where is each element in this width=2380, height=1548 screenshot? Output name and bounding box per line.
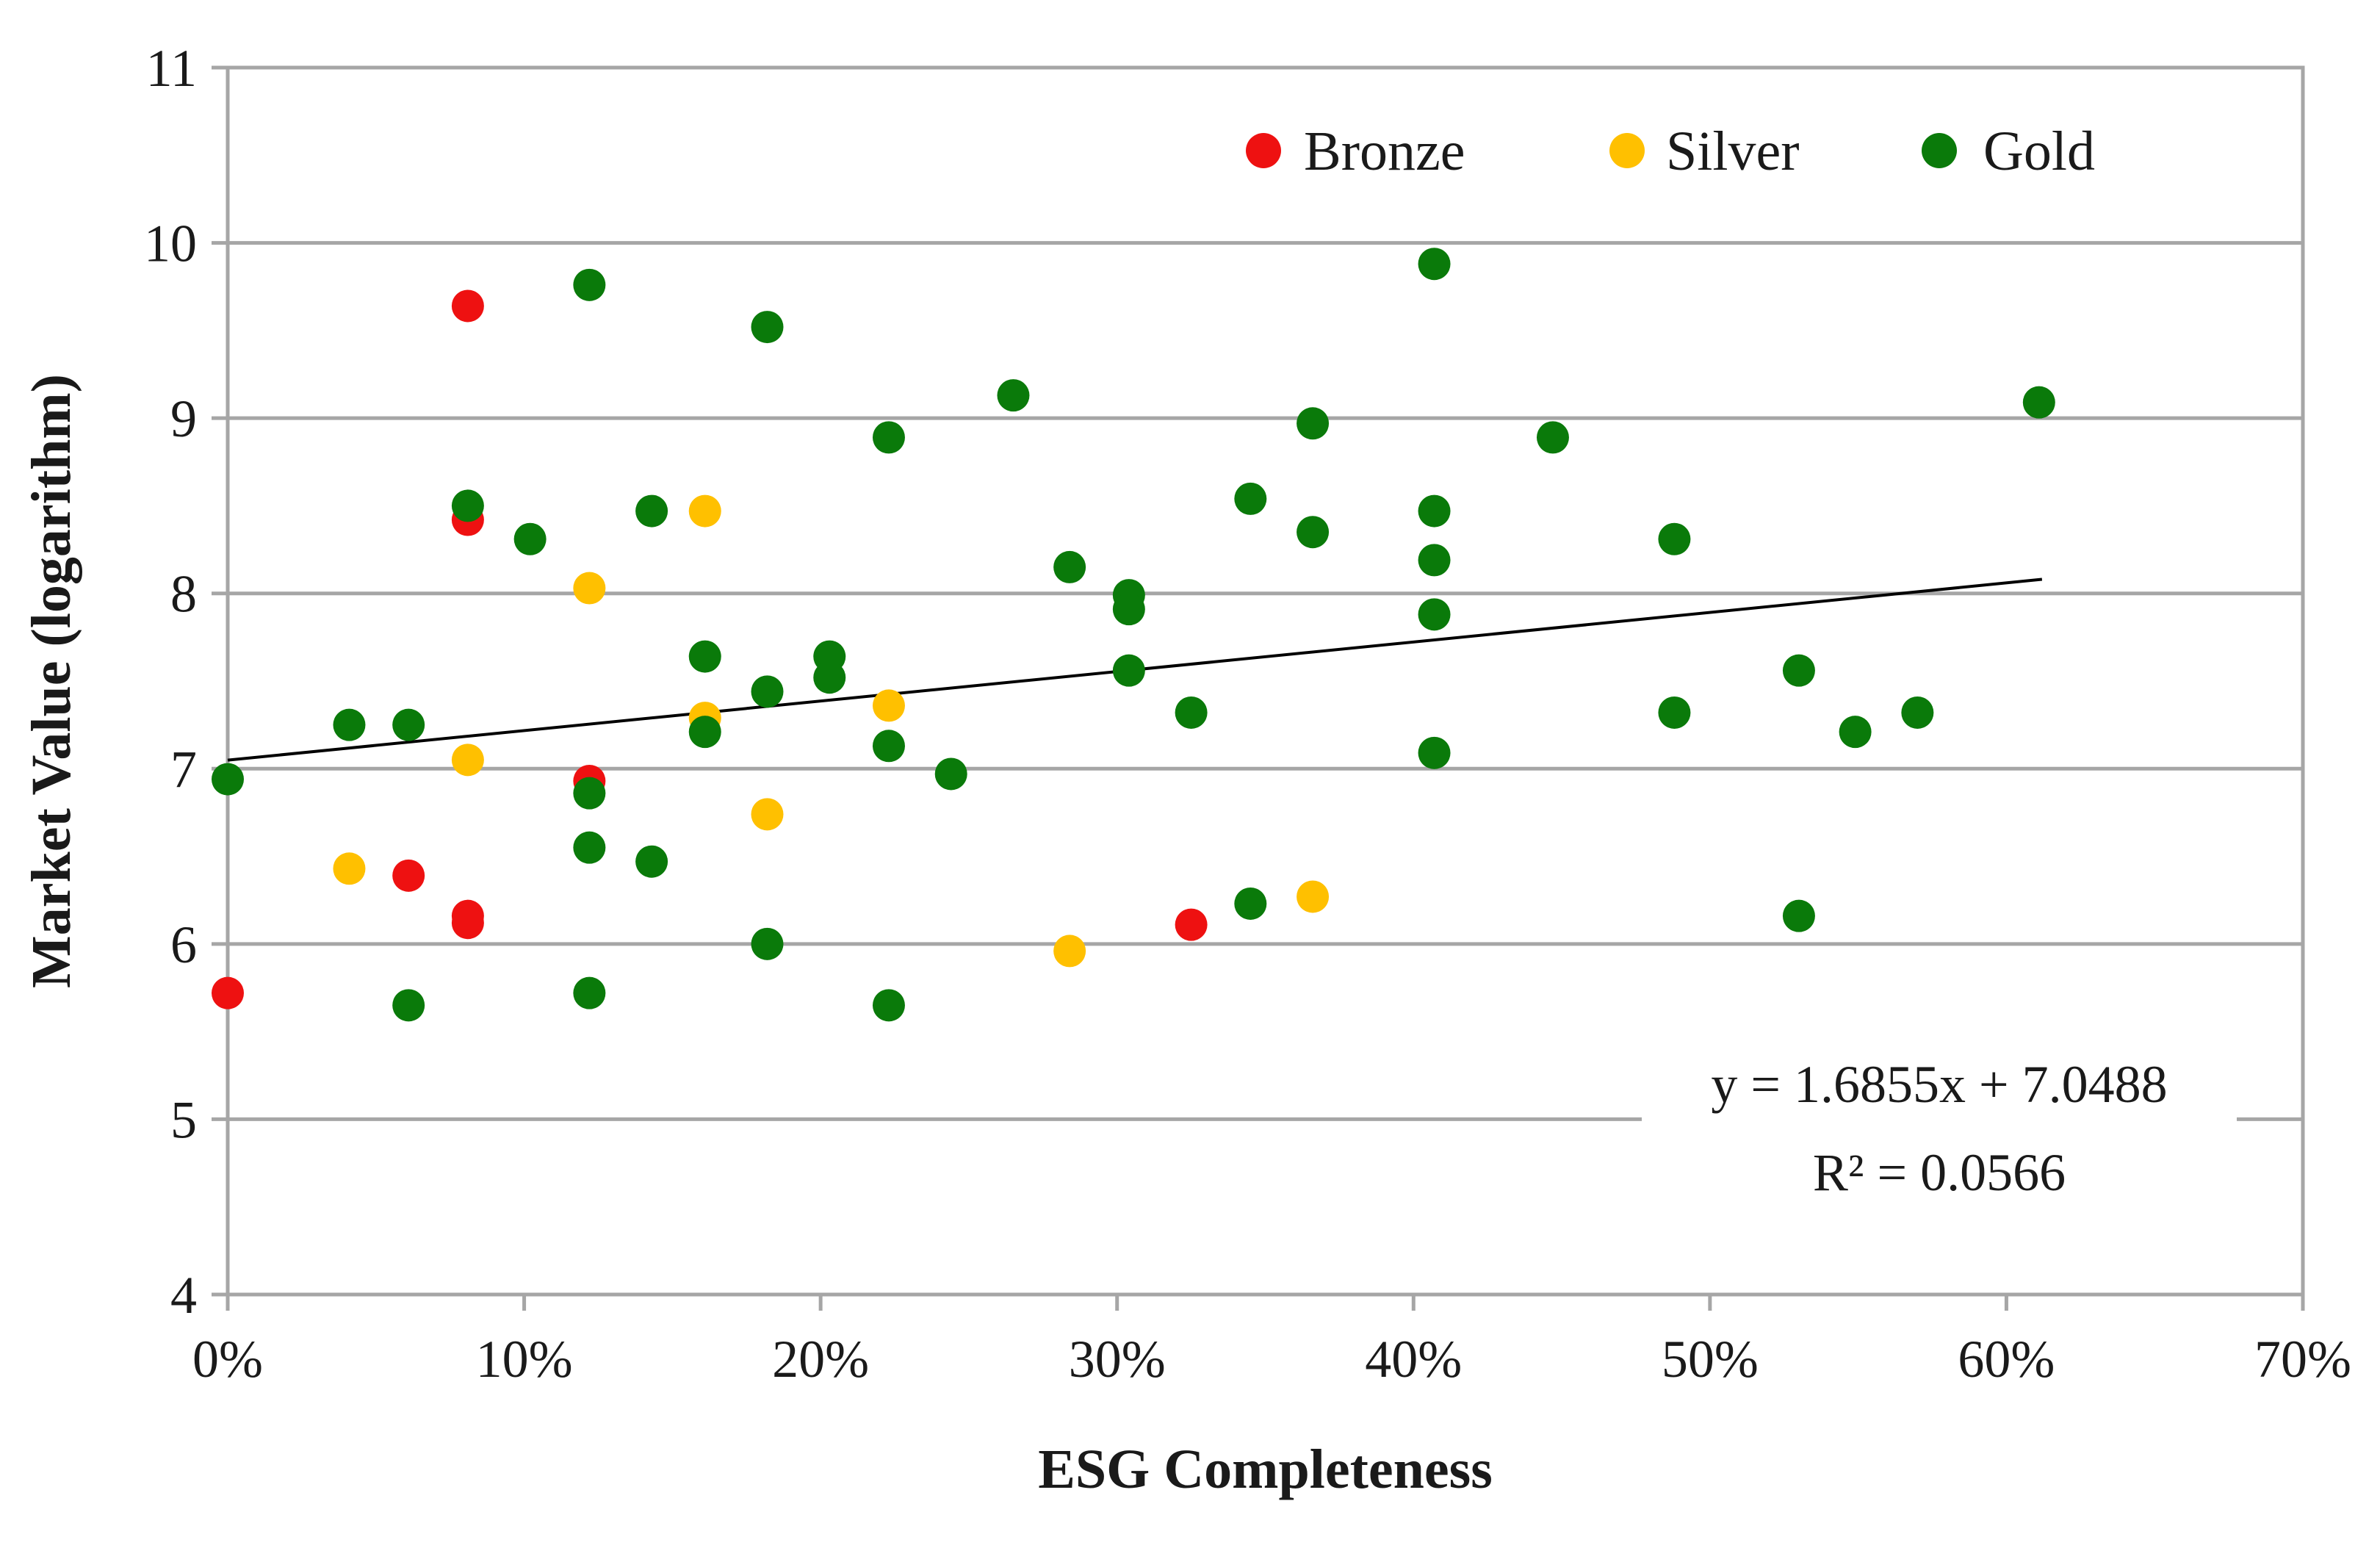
x-tick-label-2: 20%	[772, 1330, 869, 1389]
point-bronze-0	[212, 976, 244, 1009]
point-gold-14	[751, 311, 784, 344]
point-gold-31	[1297, 407, 1330, 440]
point-gold-23	[997, 379, 1030, 412]
x-tick-label-5: 50%	[1662, 1330, 1759, 1389]
y-tick-label-2: 6	[170, 915, 197, 974]
point-gold-26	[1112, 593, 1145, 626]
point-gold-10	[635, 494, 668, 528]
trendline-r-squared: R² = 0.0566	[1813, 1143, 2066, 1202]
point-gold-9	[573, 976, 606, 1009]
point-gold-28	[1175, 696, 1208, 729]
point-gold-19	[872, 421, 905, 454]
y-axis-title: Market Value (logarithm)	[21, 374, 82, 988]
point-silver-7	[1053, 935, 1086, 968]
point-gold-38	[1536, 421, 1569, 454]
point-gold-3	[392, 989, 425, 1022]
point-gold-27	[1112, 654, 1145, 687]
point-silver-3	[688, 494, 721, 528]
point-gold-0	[212, 763, 244, 796]
point-gold-13	[688, 716, 721, 749]
x-tick-label-6: 60%	[1958, 1330, 2055, 1389]
point-gold-24	[1053, 550, 1086, 583]
x-axis-title: ESG Completeness	[1038, 1439, 1493, 1500]
point-silver-1	[451, 744, 484, 777]
y-tick-label-7: 11	[146, 39, 197, 98]
x-tick-label-4: 40%	[1365, 1330, 1462, 1389]
x-axis-ticks: 0% 10% 20% 30% 40% 50% 60% 70%	[192, 1295, 2351, 1389]
point-gold-11	[635, 845, 668, 878]
axes	[226, 68, 2303, 1297]
point-gold-12	[688, 640, 721, 673]
legend-label-gold: Gold	[1983, 120, 2095, 182]
data-points	[212, 248, 2055, 1022]
point-gold-36	[1418, 598, 1451, 631]
point-silver-2	[573, 572, 606, 605]
point-gold-33	[1418, 248, 1451, 281]
x-tick-label-7: 70%	[2254, 1330, 2351, 1389]
y-axis-ticks: 4 5 6 7 8 9 10 11	[144, 39, 228, 1325]
point-gold-32	[1297, 516, 1330, 549]
point-silver-5	[751, 798, 784, 831]
point-gold-45	[2022, 386, 2055, 419]
legend-marker-bronze	[1246, 133, 1281, 168]
point-bronze-1	[392, 859, 425, 892]
point-gold-20	[872, 730, 905, 763]
point-gold-22	[934, 757, 967, 791]
legend-label-silver: Silver	[1666, 120, 1800, 182]
point-gold-37	[1418, 736, 1451, 769]
y-tick-label-3: 7	[170, 740, 197, 799]
point-gold-43	[1839, 716, 1872, 749]
x-tick-label-3: 30%	[1069, 1330, 1166, 1389]
point-gold-30	[1234, 887, 1267, 920]
point-gold-35	[1418, 544, 1451, 577]
point-gold-16	[751, 927, 784, 960]
point-gold-1	[333, 708, 366, 741]
point-bronze-7	[1175, 908, 1208, 941]
point-gold-29	[1234, 482, 1267, 515]
point-silver-8	[1297, 880, 1330, 913]
legend-marker-gold	[1922, 133, 1957, 168]
x-tick-label-0: 0%	[192, 1330, 263, 1389]
y-tick-label-1: 5	[170, 1090, 197, 1149]
point-gold-6	[573, 268, 606, 301]
x-tick-label-1: 10%	[476, 1330, 573, 1389]
point-gold-15	[751, 675, 784, 708]
point-silver-0	[333, 852, 366, 885]
y-tick-label-0: 4	[170, 1266, 197, 1325]
point-gold-2	[392, 708, 425, 741]
point-gold-44	[1901, 696, 1934, 729]
point-gold-39	[1658, 522, 1691, 555]
point-gold-42	[1782, 899, 1815, 932]
point-bronze-5	[451, 907, 484, 940]
point-gold-40	[1658, 696, 1691, 729]
point-gold-34	[1418, 494, 1451, 528]
legend: Bronze Silver Gold	[1246, 120, 2095, 182]
point-silver-6	[872, 689, 905, 722]
y-tick-label-5: 9	[170, 389, 197, 448]
trendline-equation: y = 1.6855x + 7.0488	[1711, 1055, 2167, 1114]
point-bronze-2	[451, 289, 484, 323]
point-gold-41	[1782, 654, 1815, 687]
point-gold-8	[573, 831, 606, 864]
point-gold-21	[872, 989, 905, 1022]
y-tick-label-6: 10	[144, 215, 197, 273]
point-gold-18	[813, 661, 846, 694]
point-gold-4	[451, 489, 484, 522]
point-gold-5	[513, 522, 547, 555]
point-gold-7	[573, 777, 606, 810]
legend-marker-silver	[1609, 133, 1645, 168]
equation-label-background	[1642, 1042, 2237, 1211]
y-tick-label-4: 8	[170, 565, 197, 624]
legend-label-bronze: Bronze	[1304, 120, 1465, 182]
